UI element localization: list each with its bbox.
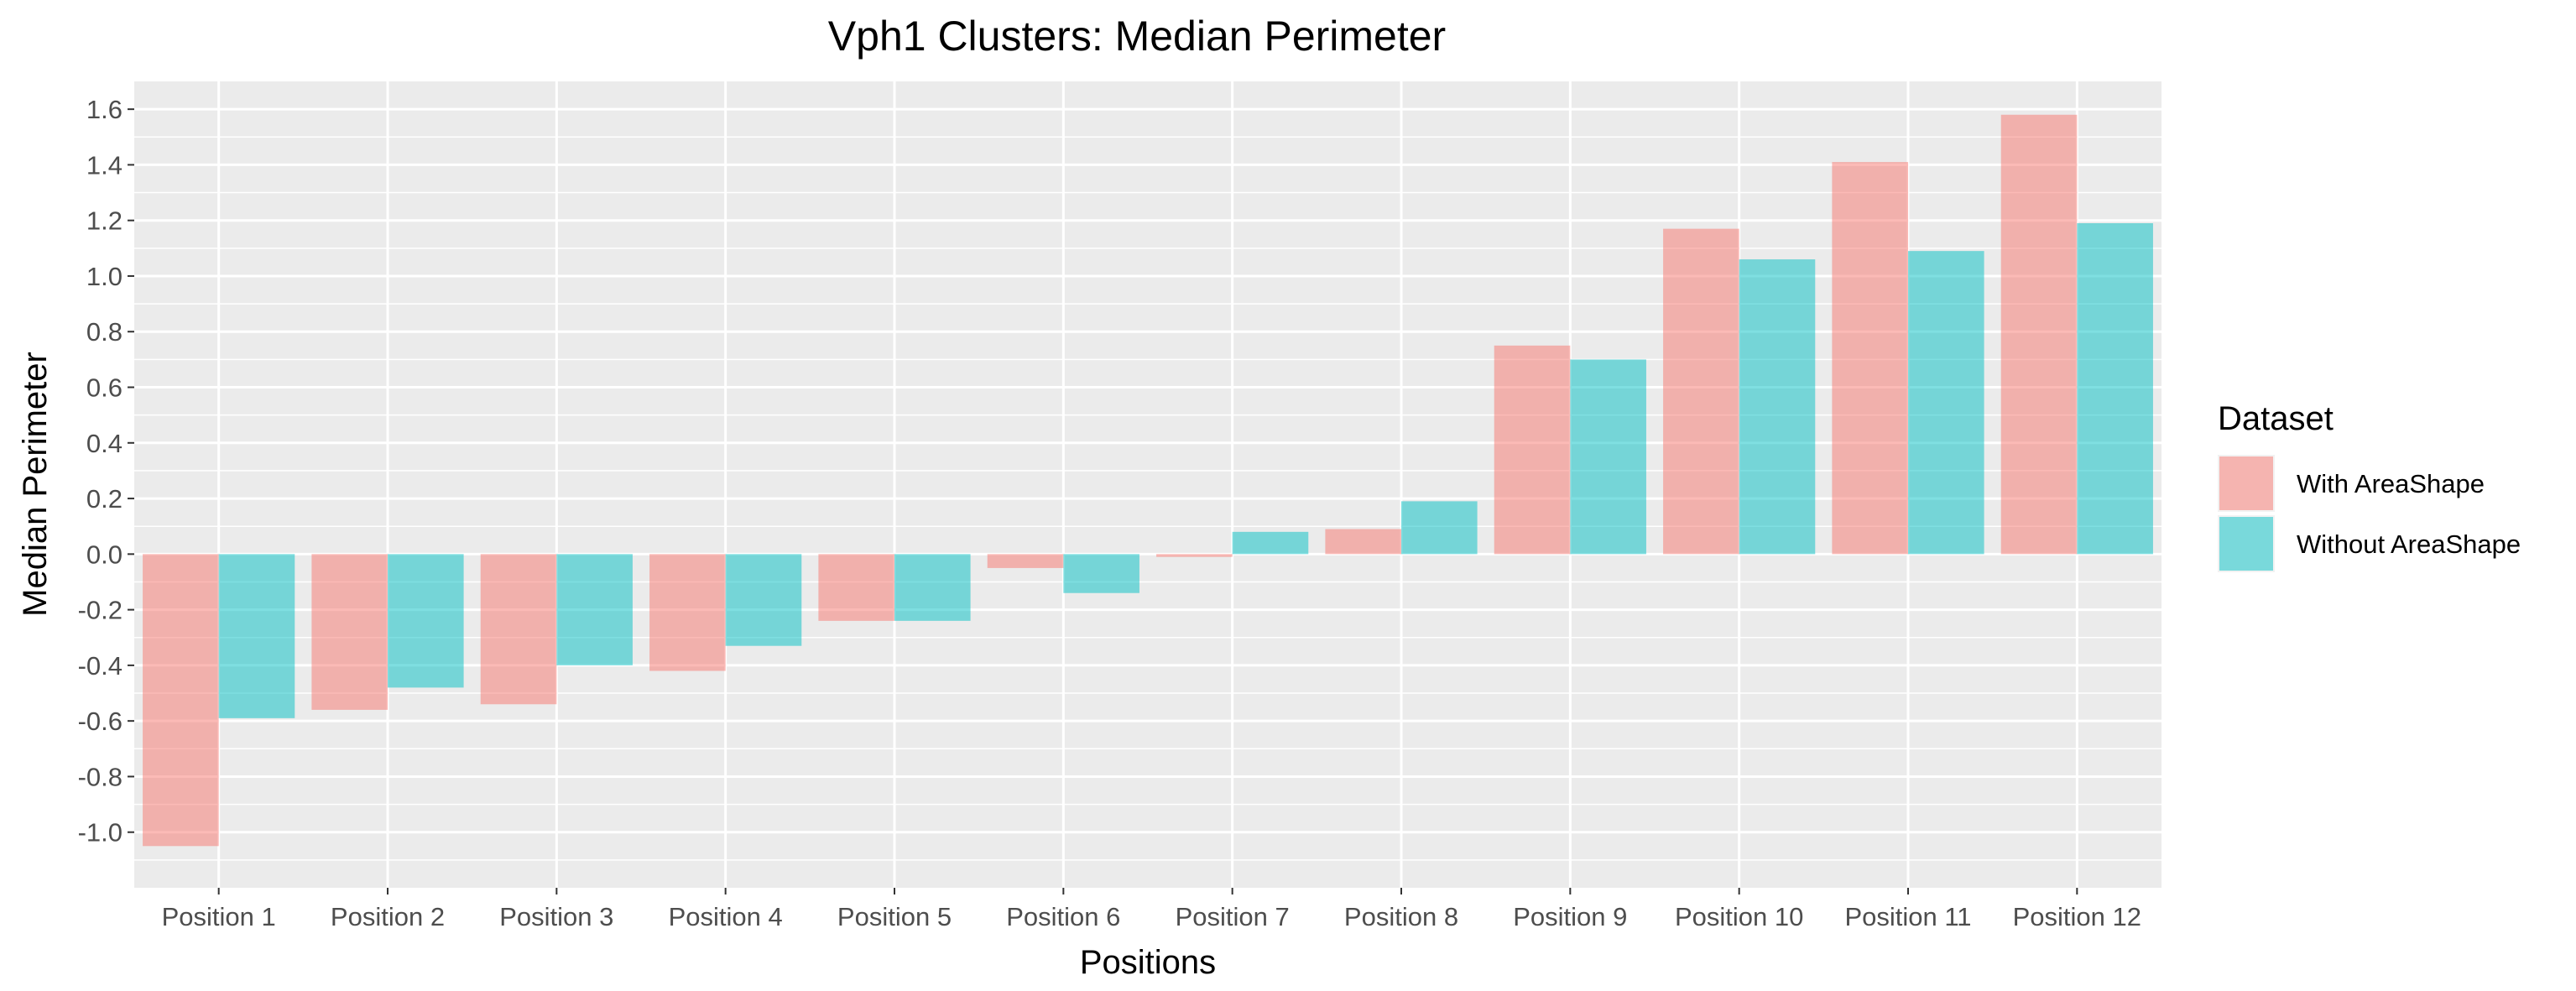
x-tick-label: Position 1	[162, 902, 276, 931]
x-tick-label: Position 9	[1513, 902, 1627, 931]
y-tick-label: -0.2	[78, 596, 123, 625]
y-tick-label: -1.0	[78, 818, 123, 848]
y-tick-label: 0.2	[86, 484, 123, 514]
legend-title: Dataset	[2218, 400, 2334, 437]
y-axis-title: Median Perimeter	[17, 352, 54, 617]
bar-with-areashape-3	[480, 554, 557, 705]
x-tick-label: Position 6	[1006, 902, 1120, 931]
bar-without-areashape-9	[1570, 359, 1646, 555]
x-tick-label: Position 2	[331, 902, 445, 931]
y-tick-label: -0.6	[78, 707, 123, 736]
y-tick-label: 1.2	[86, 206, 123, 236]
x-tick-label: Position 12	[2013, 902, 2141, 931]
bar-without-areashape-3	[556, 554, 633, 665]
x-axis-ticks: Position 1 Position 2 Position 3 Position 4…	[162, 888, 2141, 931]
bar-with-areashape-11	[1832, 162, 1908, 555]
y-tick-label: 1.4	[86, 150, 123, 180]
grid-layer	[134, 81, 2161, 888]
bar-with-areashape-5	[818, 554, 894, 621]
x-tick-label: Position 11	[1844, 902, 1971, 931]
x-tick-label: Position 7	[1176, 902, 1290, 931]
y-tick-label: -0.4	[78, 651, 123, 681]
bar-with-areashape-8	[1325, 529, 1401, 555]
y-tick-label: 0.8	[86, 317, 123, 347]
bar-with-areashape-9	[1494, 345, 1571, 555]
bars-layer	[143, 114, 2153, 847]
bar-with-areashape-6	[987, 554, 1064, 568]
x-tick-label: Position 5	[837, 902, 952, 931]
legend-swatch	[2219, 517, 2273, 571]
legend-items: With AreaShape Without AreaShape	[2218, 455, 2521, 572]
bar-without-areashape-12	[2077, 223, 2153, 555]
bar-without-areashape-2	[388, 554, 464, 688]
x-tick-label: Position 10	[1675, 902, 1803, 931]
bar-without-areashape-1	[218, 554, 295, 718]
bar-with-areashape-12	[2000, 114, 2078, 555]
plot-panel	[134, 81, 2161, 888]
x-tick-label: Position 4	[669, 902, 783, 931]
x-axis-title: Positions	[1080, 944, 1216, 981]
legend-label: Without AreaShape	[2297, 529, 2521, 559]
bar-without-areashape-4	[725, 554, 802, 646]
bar-without-areashape-6	[1063, 554, 1139, 593]
legend-label: With AreaShape	[2297, 469, 2485, 498]
y-tick-label: -0.8	[78, 762, 123, 791]
y-tick-label: 1.6	[86, 95, 123, 124]
bar-without-areashape-7	[1232, 531, 1309, 555]
y-axis-ticks: -1.0 -0.8 -0.6 -0.4 -0.2 0.0 0.2 0.4 0.6 0.8 1.0 1.…	[78, 95, 134, 848]
x-tick-label: Position 8	[1344, 902, 1458, 931]
bar-without-areashape-5	[894, 554, 971, 621]
bar-with-areashape-10	[1663, 228, 1739, 555]
legend-swatch	[2219, 456, 2273, 510]
x-tick-label: Position 3	[499, 902, 613, 931]
y-tick-label: 0.4	[86, 429, 123, 458]
y-tick-label: 0.6	[86, 373, 123, 403]
legend: Dataset With AreaShape Without AreaShape	[2218, 400, 2521, 572]
bar-with-areashape-4	[649, 554, 726, 671]
bar-with-areashape-2	[311, 554, 388, 710]
y-tick-label: 1.0	[86, 262, 123, 291]
chart-title: Vph1 Clusters: Median Perimeter	[828, 13, 1446, 60]
y-tick-label: 0.0	[86, 540, 123, 569]
bar-with-areashape-1	[143, 554, 219, 847]
bar-without-areashape-10	[1739, 259, 1816, 555]
bar-without-areashape-11	[1908, 251, 1984, 555]
bar-without-areashape-8	[1401, 501, 1478, 555]
bar-with-areashape-7	[1156, 554, 1233, 557]
